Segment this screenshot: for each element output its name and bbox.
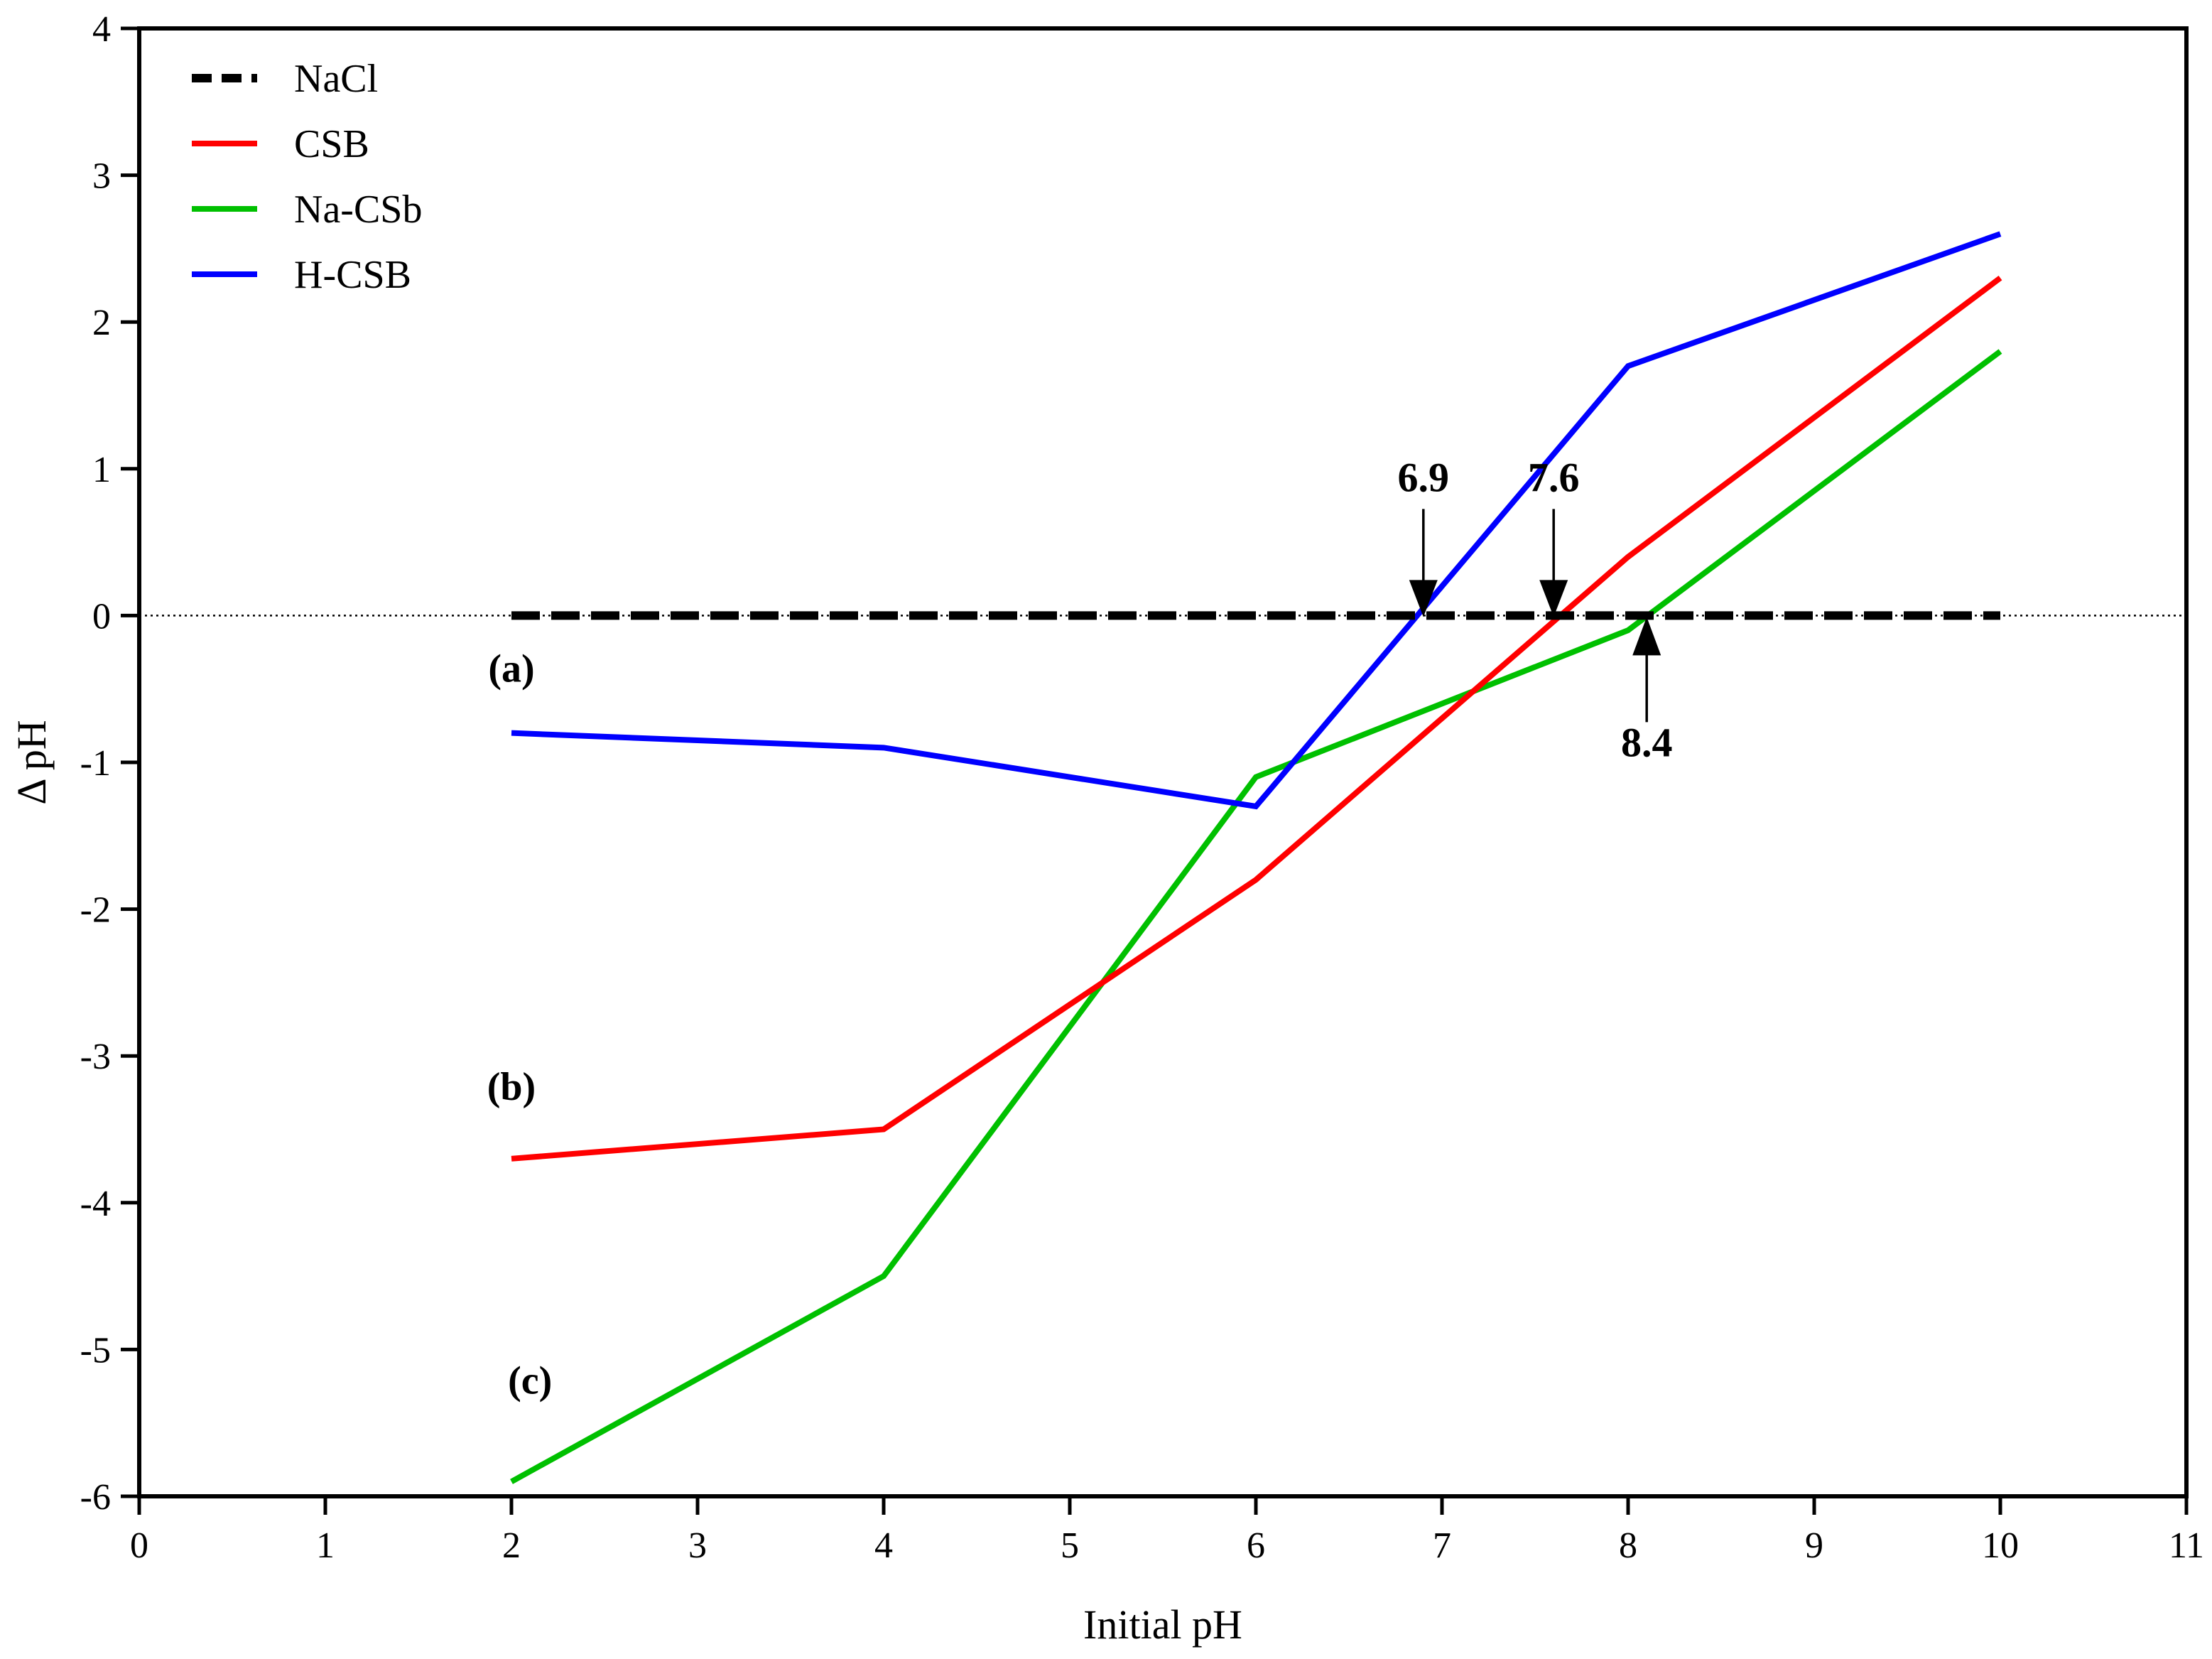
legend: NaCl CSB Na-CSb H-CSB [192,57,422,297]
axes-layer [137,26,2189,1498]
y-tick-label: 1 [92,450,111,490]
y-tick-label: -2 [80,890,111,931]
y-tick-label: -6 [80,1477,111,1518]
x-tick-label: 6 [1247,1525,1265,1566]
legend-label-h-csb: H-CSB [294,253,411,297]
series-line-h-csb [511,231,2002,810]
x-tick-label: 7 [1433,1525,1451,1566]
legend-label-nacl: NaCl [294,57,378,101]
annotation-arrow-head [1539,580,1568,617]
x-tick-label: 5 [1061,1525,1079,1566]
annotation-arrow-head [1409,580,1438,617]
annotation-layer: (a) (b) (c) 6.9 7.6 8.4 [487,454,1673,1403]
x-tick-label: 2 [502,1525,521,1566]
y-tick-label: -4 [80,1184,111,1224]
legend-label-csb: CSB [294,122,369,166]
x-tick-label: 10 [1982,1525,2019,1566]
x-tick-label: 0 [130,1525,148,1566]
x-tick-label: 1 [316,1525,335,1566]
y-axis-label: Δ pH [9,720,55,804]
y-tick-label: -5 [80,1330,111,1371]
y-tick-label: 4 [92,9,111,50]
series-line-csb [511,276,2002,1162]
curve-label: (b) [487,1065,536,1109]
y-tick-label: 0 [92,596,111,637]
x-tick-label: 8 [1619,1525,1637,1566]
x-tick-label: 3 [688,1525,707,1566]
y-tick-label: 2 [92,303,111,343]
annotation-arrow-head [1632,617,1661,656]
x-tick-label: 9 [1805,1525,1823,1566]
curve-label: (a) [488,647,534,691]
x-axis-label: Initial pH [1083,1601,1242,1648]
series-line-na-csb [510,349,2002,1484]
x-tick-label: 11 [2169,1525,2204,1566]
annotation-label: 6.9 [1398,454,1450,500]
legend-label-na-csb: Na-CSb [294,188,422,232]
annotation-label: 8.4 [1621,719,1673,765]
plot-frame [137,26,2189,1498]
y-tick-label: -3 [80,1037,111,1077]
series-layer [510,231,2002,1484]
y-tick-label: -1 [80,743,111,784]
curve-label: (c) [508,1358,552,1403]
x-tick-label: 4 [874,1525,893,1566]
ticks-layer: 0 1 2 3 4 5 6 7 8 9 10 11 -6 -5 -4 -3 -2 -1 0 1 2 3 4 [80,9,2204,1566]
y-tick-label: 3 [92,156,111,197]
annotation-label: 7.6 [1528,454,1580,500]
